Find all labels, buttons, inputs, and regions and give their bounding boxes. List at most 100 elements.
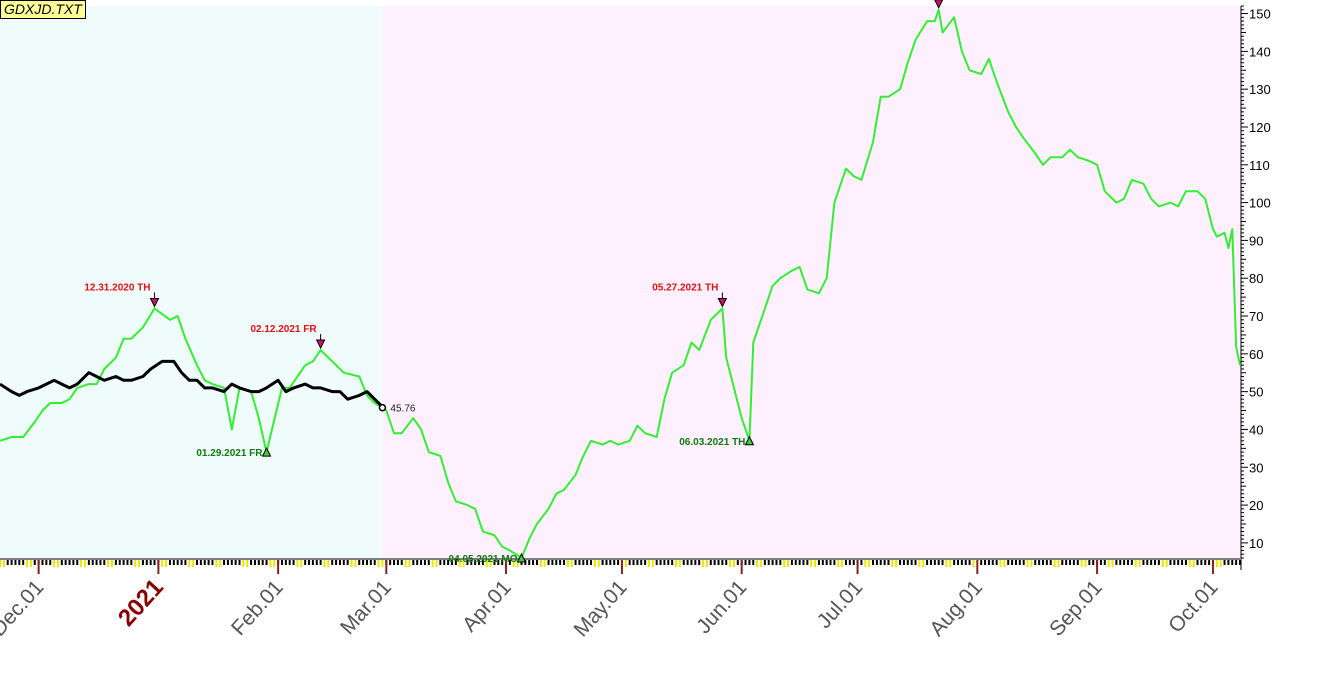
x-minor-tick (744, 560, 747, 565)
x-minor-tick (833, 560, 836, 565)
x-tick-label: Apr.01 (458, 576, 516, 637)
x-minor-tick (821, 560, 824, 565)
x-minor-tick (478, 560, 481, 565)
x-minor-tick (1215, 560, 1218, 567)
x-minor-tick (211, 560, 214, 565)
x-minor-tick (582, 560, 585, 565)
x-minor-tick (725, 560, 728, 565)
x-minor-tick (964, 560, 967, 565)
x-minor-tick (675, 560, 678, 567)
x-minor-tick (968, 560, 971, 565)
y-tick-label: 40 (1249, 422, 1263, 437)
x-minor-tick (1007, 560, 1010, 565)
y-tick-label: 30 (1249, 460, 1263, 475)
x-minor-tick (999, 560, 1002, 567)
x-minor-tick (29, 560, 32, 567)
x-minor-tick (767, 560, 770, 565)
x-minor-tick (1223, 560, 1226, 565)
x-minor-tick (1115, 560, 1118, 565)
x-minor-tick (250, 560, 253, 565)
x-minor-tick (559, 560, 562, 565)
x-minor-tick (1119, 560, 1122, 565)
x-minor-tick (435, 560, 438, 567)
x-minor-tick (431, 560, 434, 567)
x-minor-tick (806, 560, 809, 565)
x-minor-tick (49, 560, 52, 565)
x-minor-tick (41, 560, 44, 565)
x-minor-tick (872, 560, 875, 565)
x-minor-tick (273, 560, 276, 567)
y-tick-label: 70 (1249, 309, 1263, 324)
series-lines (0, 8, 1241, 559)
x-minor-tick (686, 560, 689, 565)
x-minor-tick (1142, 560, 1145, 565)
x-minor-tick (508, 560, 511, 565)
x-minor-tick (280, 560, 283, 565)
x-minor-tick (628, 560, 631, 565)
x-minor-tick (377, 560, 380, 567)
x-minor-tick (269, 560, 272, 567)
x-minor-tick (790, 560, 793, 565)
x-minor-tick (242, 560, 245, 567)
x-minor-tick (1235, 560, 1238, 565)
x-minor-tick (10, 560, 13, 565)
x-minor-tick (597, 560, 600, 567)
x-tick-label: Feb.01 (227, 576, 288, 640)
x-minor-tick (83, 560, 86, 567)
trough-label: 04.05.2021 MO (449, 554, 518, 565)
x-minor-tick (114, 560, 117, 565)
x-minor-tick (814, 560, 817, 567)
x-minor-tick (489, 560, 492, 567)
x-minor-tick (987, 560, 990, 565)
x-minor-tick (474, 560, 477, 565)
x-minor-tick (223, 560, 226, 565)
x-minor-tick (1134, 560, 1137, 567)
x-minor-tick (481, 560, 484, 565)
x-minor-tick (134, 560, 137, 567)
x-minor-tick (779, 560, 782, 565)
x-minor-tick (319, 560, 322, 565)
x-minor-tick (126, 560, 129, 565)
x-minor-tick (566, 560, 569, 567)
x-minor-tick (543, 560, 546, 567)
x-minor-tick (1181, 560, 1184, 565)
x-tick-label: Sep.01 (1045, 576, 1107, 641)
x-minor-tick (288, 560, 291, 565)
x-minor-tick (1018, 560, 1021, 565)
x-minor-tick (230, 560, 233, 565)
x-minor-tick (636, 560, 639, 565)
x-minor-tick (841, 560, 844, 567)
x-minor-tick (149, 560, 152, 565)
x-minor-tick (138, 560, 141, 567)
x-minor-tick (439, 560, 442, 565)
x-minor-tick (1034, 560, 1037, 565)
x-minor-tick (311, 560, 314, 565)
x-minor-tick (613, 560, 616, 565)
x-minor-tick (825, 560, 828, 565)
chart-title: GDXJD.TXT (0, 0, 86, 19)
x-minor-tick (153, 560, 156, 565)
x-minor-tick (586, 560, 589, 565)
y-tick-label: 60 (1249, 347, 1263, 362)
x-minor-tick (1038, 560, 1041, 565)
x-minor-tick (713, 560, 716, 565)
x-minor-tick (1208, 560, 1211, 565)
x-minor-tick (323, 560, 326, 567)
x-minor-tick (64, 560, 67, 565)
x-minor-tick (443, 560, 446, 565)
x-minor-tick (404, 560, 407, 567)
series-line-1 (0, 359, 384, 408)
x-minor-tick (130, 560, 133, 565)
x-minor-tick (1169, 560, 1172, 565)
x-minor-tick (180, 560, 183, 565)
x-minor-tick (501, 560, 504, 565)
x-minor-tick (454, 560, 457, 565)
x-minor-tick (1146, 560, 1149, 565)
y-tick-label: 90 (1249, 233, 1263, 248)
x-minor-tick (1011, 560, 1014, 565)
peak-label: 12.31.2020 TH (84, 282, 150, 293)
x-minor-tick (1030, 560, 1033, 567)
x-minor-tick (829, 560, 832, 565)
x-minor-tick (381, 560, 384, 567)
x-minor-tick (875, 560, 878, 565)
